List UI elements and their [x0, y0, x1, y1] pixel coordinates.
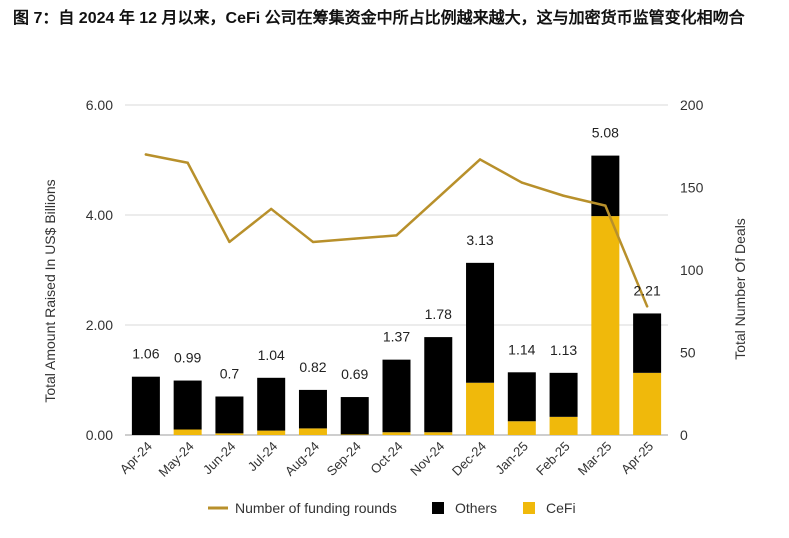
- legend-label-others: Others: [455, 500, 497, 516]
- right-tick-label: 150: [680, 180, 704, 196]
- line-point-jul-24: [269, 207, 273, 211]
- bar-cefi-aug-24: [298, 428, 327, 435]
- left-tick-label: 6.00: [86, 97, 113, 113]
- data-label-mar-25: 5.08: [592, 125, 619, 141]
- bar-others-dec-24: [466, 262, 495, 383]
- bar-others-nov-24: [424, 337, 453, 433]
- chart-title: 图 7：自 2024 年 12 月以来，CeFi 公司在筹集资金中所占比例越来越…: [13, 10, 745, 27]
- bar-cefi-apr-25: [633, 372, 662, 435]
- data-label-aug-24: 0.82: [299, 359, 326, 375]
- line-point-nov-24: [437, 196, 440, 199]
- x-tick-label-jun-24: Jun-24: [200, 439, 239, 478]
- bar-cefi-jan-25: [507, 421, 536, 435]
- right-tick-label: 200: [680, 97, 704, 113]
- legend-swatch-others: [432, 502, 444, 514]
- bar-others-jun-24: [215, 396, 244, 434]
- right-axis-tick-labels: 0 50 100 150 200: [680, 97, 704, 443]
- data-label-nov-24: 1.78: [425, 306, 452, 322]
- data-label-may-24: 0.99: [174, 350, 201, 366]
- funding-rounds-line: [144, 153, 649, 308]
- bar-others-jul-24: [257, 377, 286, 431]
- bar-cefi-feb-25: [549, 416, 578, 435]
- legend-label-cefi: CeFi: [546, 500, 576, 516]
- line-point-jan-25: [520, 181, 524, 184]
- x-tick-label-feb-25: Feb-25: [533, 439, 573, 479]
- data-label-oct-24: 1.37: [383, 329, 410, 345]
- bar-others-jan-25: [507, 372, 536, 422]
- data-label-jun-24: 0.7: [220, 366, 240, 382]
- left-axis-tick-labels: 0.00 2.00 4.00 6.00: [86, 97, 113, 443]
- bar-cefi-jun-24: [215, 433, 244, 435]
- line-point-dec-24: [478, 158, 482, 161]
- bar-others-oct-24: [382, 359, 411, 433]
- bar-cefi-sep-24: [340, 434, 369, 435]
- legend-label-number-of-funding-rounds: Number of funding rounds: [235, 500, 397, 516]
- x-tick-label-aug-24: Aug-24: [282, 439, 322, 479]
- bar-cefi-dec-24: [466, 382, 495, 435]
- data-label-apr-24: 1.06: [132, 346, 159, 362]
- line-point-sep-24: [353, 237, 356, 240]
- x-tick-label-apr-25: Apr-25: [618, 439, 656, 477]
- stacked-bars: [131, 155, 662, 435]
- x-tick-label-jul-24: Jul-24: [245, 439, 281, 475]
- legend-swatch-cefi: [523, 502, 535, 514]
- x-tick-label-oct-24: Oct-24: [367, 439, 405, 477]
- data-label-dec-24: 3.13: [466, 232, 493, 248]
- line-point-apr-25: [645, 305, 649, 308]
- x-tick-label-apr-24: Apr-24: [117, 439, 155, 477]
- line-point-apr-24: [144, 153, 148, 156]
- data-label-feb-25: 1.13: [550, 342, 577, 358]
- bar-others-sep-24: [340, 397, 369, 435]
- x-tick-label-sep-24: Sep-24: [324, 439, 364, 479]
- bar-others-apr-25: [633, 313, 662, 373]
- bar-others-aug-24: [298, 389, 327, 429]
- total-data-labels: 1.06 0.99 0.7 1.04 0.82 0.69 1.37 1.78 3.13 1.14 1…: [132, 125, 661, 382]
- right-tick-label: 100: [680, 262, 704, 278]
- left-tick-label: 4.00: [86, 207, 113, 223]
- bar-cefi-nov-24: [424, 432, 453, 435]
- right-tick-label: 0: [680, 427, 688, 443]
- bar-others-apr-24: [131, 376, 160, 435]
- bar-others-may-24: [173, 380, 202, 430]
- bar-cefi-mar-25: [591, 216, 620, 435]
- data-label-jan-25: 1.14: [508, 341, 535, 357]
- right-tick-label: 50: [680, 345, 696, 361]
- x-tick-label-nov-24: Nov-24: [407, 439, 447, 479]
- data-label-apr-25: 2.21: [633, 282, 660, 298]
- x-tick-label-jan-25: Jan-25: [492, 439, 531, 478]
- line-point-oct-24: [395, 234, 398, 237]
- line-point-jun-24: [228, 240, 231, 244]
- bar-cefi-jul-24: [257, 430, 286, 435]
- left-tick-label: 0.00: [86, 427, 113, 443]
- data-label-sep-24: 0.69: [341, 366, 368, 382]
- left-axis-title: Total Amount Raised In US$ Billions: [42, 179, 58, 402]
- bar-others-feb-25: [549, 372, 578, 417]
- line-point-aug-24: [311, 240, 315, 244]
- x-axis-tick-labels: Apr-24 May-24 Jun-24 Jul-24 Aug-24 Sep-24 Oct-…: [117, 439, 656, 480]
- legend: Number of funding rounds Others CeFi: [208, 500, 576, 516]
- x-tick-label-dec-24: Dec-24: [449, 439, 489, 479]
- bar-cefi-oct-24: [382, 432, 411, 435]
- right-axis-title: Total Number Of Deals: [732, 218, 748, 360]
- line-point-may-24: [186, 161, 189, 164]
- x-tick-label-mar-25: Mar-25: [575, 439, 615, 479]
- line-point-mar-25: [604, 204, 607, 207]
- line-point-feb-25: [562, 194, 565, 197]
- x-tick-label-may-24: May-24: [156, 439, 197, 480]
- data-label-jul-24: 1.04: [258, 347, 285, 363]
- bar-cefi-may-24: [173, 429, 202, 435]
- left-tick-label: 2.00: [86, 317, 113, 333]
- line-number-of-funding-rounds: [144, 153, 649, 308]
